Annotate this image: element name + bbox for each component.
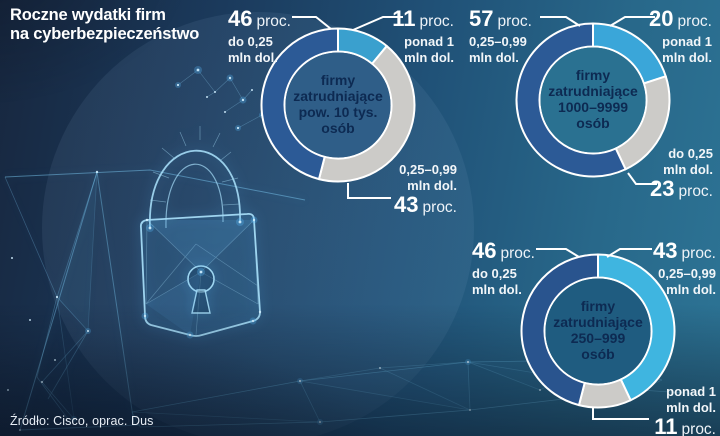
donut-ring [260,27,416,183]
callout-chart1-bottom: 0,25–0,99 mln dol. 43 proc. [394,162,457,218]
donut-ring [515,22,671,178]
callout-chart3-top-right: 43 proc. 0,25–0,99 mln dol. [653,238,716,297]
callout-chart3-bottom: ponad 1 mln dol. 11 proc. [654,384,716,436]
donut-chart-large-companies: firmy zatrudniające pow. 10 tys. osób [253,20,423,190]
donut-center-label: firmy zatrudniające 250–999 osób [553,298,643,362]
callout-chart2-top-left: 57 proc. 0,25–0,99 mln dol. [469,6,532,65]
source-note: Źródło: Cisco, oprac. Dus [10,414,154,428]
callout-chart3-top-left: 46 proc. do 0,25 mln dol. [472,238,535,297]
donut-center-label: firmy zatrudniające 1000–9999 osób [548,67,638,131]
page-title: Roczne wydatki firm na cyberbezpieczeńst… [10,6,200,44]
donut-chart-small-companies: firmy zatrudniające 250–999 osób [513,246,683,416]
callout-chart2-bottom: do 0,25 mln dol. 23 proc. [650,146,713,202]
callout-chart1-top-right: 11 proc. ponad 1 mln dol. [392,6,454,65]
callout-chart2-top-right: 20 proc. ponad 1 mln dol. [649,6,712,65]
callout-chart1-top-left: 46 proc. do 0,25 mln dol. [228,6,291,65]
donut-chart-medium-companies: firmy zatrudniające 1000–9999 osób [508,15,678,185]
donut-ring [520,253,676,409]
donut-center-label: firmy zatrudniające pow. 10 tys. osób [293,72,383,136]
